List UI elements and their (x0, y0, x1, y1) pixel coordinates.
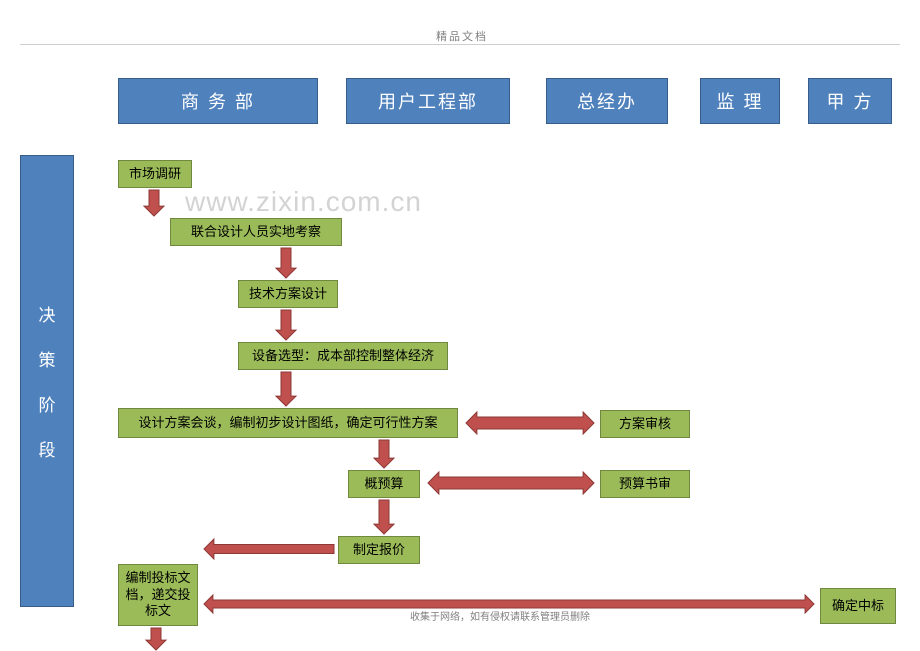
canvas: 精品文档 www.zixin.com.cn 收集于网络，如有侵权请联系管理员删除… (0, 0, 920, 651)
arrows-layer (0, 0, 920, 651)
